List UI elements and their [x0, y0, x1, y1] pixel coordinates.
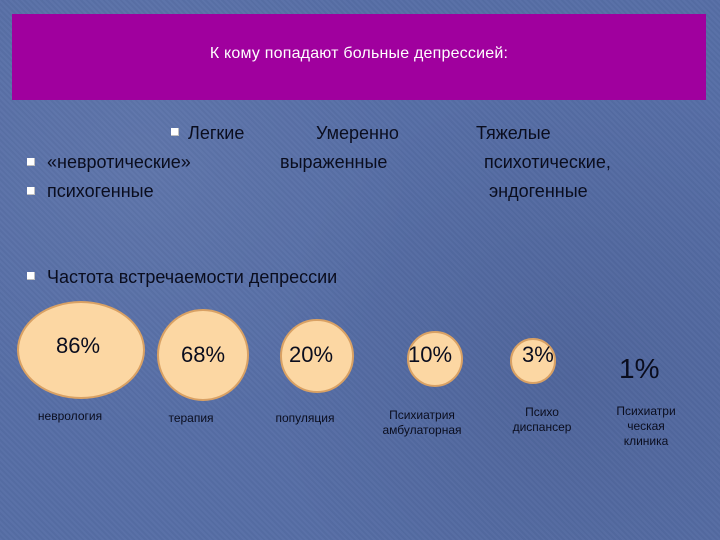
- value-dispensary: 3%: [522, 342, 554, 367]
- circle-neurology: [17, 301, 145, 399]
- label-therapy: терапия: [168, 411, 214, 425]
- light-line-3: психогенные: [47, 181, 154, 201]
- severe-heading: Тяжелые: [476, 123, 551, 143]
- circle-dispensary: [510, 338, 556, 384]
- circle-population: [280, 319, 354, 393]
- bullet-icon: [27, 158, 35, 166]
- bullet-icon: [27, 272, 35, 280]
- label-neurology: неврология: [37, 409, 103, 423]
- severe-line-3: эндогенные: [489, 181, 588, 201]
- bullet-icon: [171, 128, 179, 136]
- slide-title: К кому попадают больные депрессией:: [209, 45, 509, 62]
- circle-psychiatry-outpatient: [407, 331, 463, 387]
- label-dispensary: Психо диспансер: [512, 405, 572, 434]
- bullet-icon: [27, 187, 35, 195]
- frequency-heading: Частота встречаемости депрессии: [47, 267, 338, 287]
- value-clinic: 1%: [619, 353, 660, 384]
- light-heading: Легкие: [188, 123, 245, 143]
- severe-line-2: психотические,: [484, 152, 611, 172]
- moderate-line-2: выраженные: [280, 152, 388, 172]
- label-psychiatry-outpatient: Психиатрия амбулаторная: [382, 408, 462, 437]
- value-psychiatry-outpatient: 10%: [408, 342, 453, 367]
- value-therapy: 68%: [181, 342, 226, 367]
- value-neurology: 86%: [56, 333, 101, 358]
- circle-therapy: [157, 309, 249, 401]
- label-population: популяция: [275, 411, 335, 425]
- label-clinic: Психиатри ческая клиника: [616, 404, 676, 448]
- value-population: 20%: [289, 342, 334, 367]
- light-line-2: «невротические»: [47, 152, 191, 172]
- title-bar: К кому попадают больные депрессией:: [12, 14, 706, 100]
- moderate-heading: Умеренно: [316, 123, 399, 143]
